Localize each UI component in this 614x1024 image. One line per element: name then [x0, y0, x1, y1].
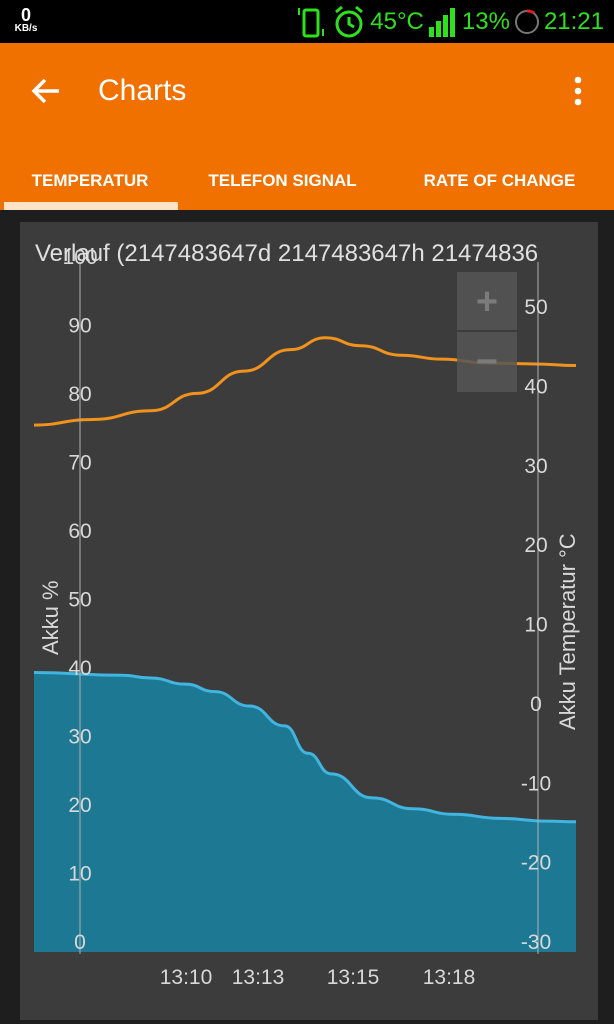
status-icons: 45°C 13% 21:21 — [296, 4, 604, 40]
right-tick-label: -20 — [521, 852, 551, 875]
vibrate-icon — [296, 5, 328, 39]
alarm-icon — [332, 5, 366, 39]
temperature-text: 45°C — [370, 8, 424, 35]
x-tick-label: 13:10 — [160, 966, 213, 989]
battery-circle-icon — [514, 9, 540, 35]
x-tick-label: 13:18 — [423, 966, 476, 989]
zoom-in-button[interactable]: + — [457, 272, 517, 330]
tab-rate-of-change[interactable]: RATE OF CHANGE — [423, 170, 576, 190]
right-tick-label: 20 — [524, 534, 547, 557]
page-title: Charts — [98, 74, 187, 107]
tab-telefon-signal[interactable]: TELEFON SIGNAL — [208, 170, 357, 190]
more-vert-icon — [574, 76, 582, 106]
chart-title: Verlauf (2147483647d 2147483647h 2147483… — [35, 240, 538, 267]
clock-text: 21:21 — [543, 8, 604, 35]
left-tick-label: 0 — [74, 931, 86, 954]
zoom-out-button[interactable]: − — [457, 332, 517, 392]
right-tick-label: 10 — [524, 614, 547, 637]
right-tick-label: 30 — [524, 455, 547, 478]
back-button[interactable] — [26, 73, 66, 109]
chart-card: 0 10 20 30 40 50 60 70 80 90 100 -30 -20 -10 0 10 20 30 4… — [20, 222, 598, 1020]
network-speed: 0 KB/s — [8, 6, 44, 34]
left-axis-label: Akku % — [38, 580, 63, 655]
chart[interactable]: 0 10 20 30 40 50 60 70 80 90 100 -30 -20 -10 0 10 20 30 4… — [20, 222, 598, 1020]
left-tick-label: 30 — [68, 726, 91, 749]
left-tick-label: 100 — [62, 246, 97, 269]
left-tick-label: 20 — [68, 794, 91, 817]
network-speed-unit: KB/s — [14, 23, 38, 34]
right-tick-label: -10 — [521, 772, 551, 795]
left-tick-label: 50 — [68, 589, 91, 612]
left-tick-label: 90 — [68, 315, 91, 338]
right-axis-label: Akku Temperatur °C — [555, 533, 580, 730]
right-tick-label: -30 — [521, 931, 551, 954]
right-tick-label: 40 — [524, 375, 547, 398]
left-tick-label: 60 — [68, 520, 91, 543]
left-tick-label: 40 — [68, 657, 91, 680]
zoom-in-label: + — [476, 281, 498, 323]
series-area-akku — [34, 672, 576, 952]
left-tick-label: 70 — [68, 452, 91, 475]
tab-temperatur[interactable]: TEMPERATUR — [0, 151, 180, 210]
x-tick-label: 13:13 — [232, 966, 285, 989]
right-tick-label: 0 — [530, 693, 542, 716]
tab-bar: TEMPERATUR TELEFON SIGNAL RATE OF CHANGE — [0, 151, 614, 210]
signal-icon — [428, 7, 458, 37]
x-tick-label: 13:15 — [327, 966, 380, 989]
zoom-out-label: − — [476, 341, 498, 383]
arrow-left-icon — [31, 78, 59, 104]
overflow-menu-button[interactable] — [566, 73, 590, 109]
status-bar: 0 KB/s 45°C — [0, 0, 614, 43]
network-speed-value: 0 — [20, 5, 31, 25]
right-tick-label: 50 — [524, 296, 547, 319]
battery-text: 13% — [461, 8, 510, 35]
left-tick-label: 80 — [68, 383, 91, 406]
app-bar: Charts TEMPERATUR TELEFON SIGNAL RATE OF… — [0, 43, 614, 210]
left-tick-label: 10 — [68, 863, 91, 886]
series-line-akku — [33, 670, 577, 824]
